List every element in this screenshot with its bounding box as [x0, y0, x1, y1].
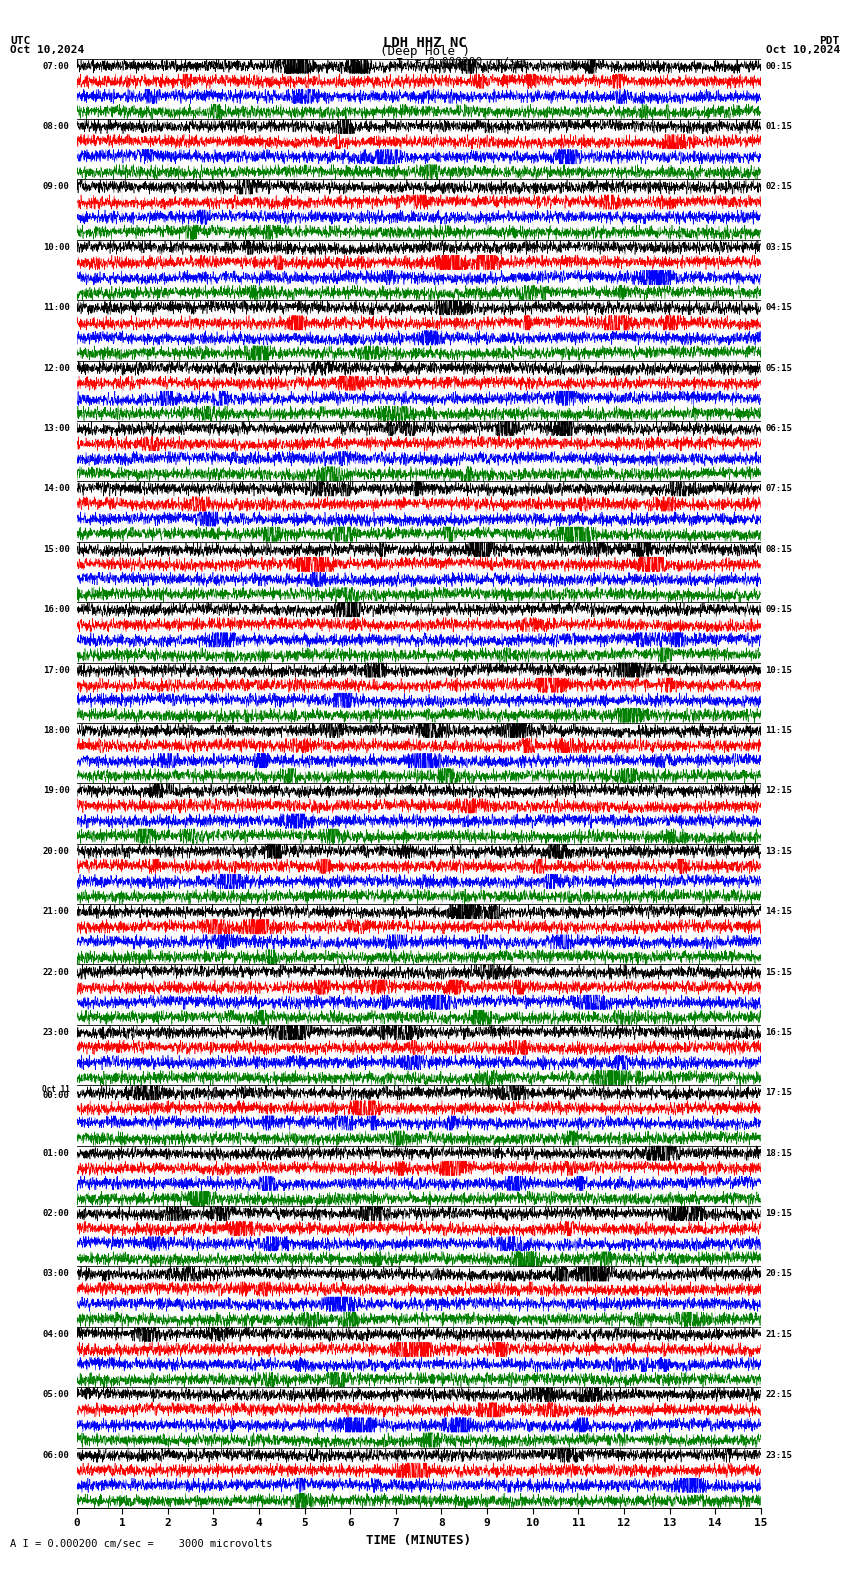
Text: 06:00: 06:00 [42, 1451, 70, 1459]
Text: 16:00: 16:00 [42, 605, 70, 615]
Text: 07:15: 07:15 [765, 485, 792, 493]
Text: 11:00: 11:00 [42, 303, 70, 312]
Text: 03:15: 03:15 [765, 242, 792, 252]
Text: Oct 10,2024: Oct 10,2024 [10, 44, 84, 55]
Text: 16:15: 16:15 [765, 1028, 792, 1038]
Text: 12:15: 12:15 [765, 786, 792, 795]
Text: 21:00: 21:00 [42, 908, 70, 916]
Text: 19:15: 19:15 [765, 1209, 792, 1218]
Text: Oct 11: Oct 11 [42, 1085, 70, 1095]
Text: 19:00: 19:00 [42, 786, 70, 795]
Text: 22:15: 22:15 [765, 1391, 792, 1399]
Text: 13:15: 13:15 [765, 847, 792, 855]
Text: 10:00: 10:00 [42, 242, 70, 252]
Text: 13:00: 13:00 [42, 425, 70, 432]
Text: 20:00: 20:00 [42, 847, 70, 855]
Text: 09:00: 09:00 [42, 182, 70, 192]
Text: 22:00: 22:00 [42, 968, 70, 976]
Text: 10:15: 10:15 [765, 665, 792, 675]
Text: 18:15: 18:15 [765, 1148, 792, 1158]
Text: 05:15: 05:15 [765, 364, 792, 372]
Text: Oct 10,2024: Oct 10,2024 [766, 44, 840, 55]
Text: 17:15: 17:15 [765, 1088, 792, 1098]
Text: 08:15: 08:15 [765, 545, 792, 554]
Text: 15:15: 15:15 [765, 968, 792, 976]
Text: 00:15: 00:15 [765, 62, 792, 71]
Text: = 0.000200 cm/sec: = 0.000200 cm/sec [408, 57, 530, 67]
Text: 02:00: 02:00 [42, 1209, 70, 1218]
Text: 11:15: 11:15 [765, 725, 792, 735]
Text: 18:00: 18:00 [42, 725, 70, 735]
Text: I: I [396, 57, 404, 70]
Text: A I = 0.000200 cm/sec =    3000 microvolts: A I = 0.000200 cm/sec = 3000 microvolts [10, 1540, 273, 1549]
Text: 14:15: 14:15 [765, 908, 792, 916]
Text: UTC: UTC [10, 35, 31, 46]
Text: 15:00: 15:00 [42, 545, 70, 554]
Text: PDT: PDT [819, 35, 840, 46]
Text: (Deep Hole ): (Deep Hole ) [380, 44, 470, 59]
Text: LDH HHZ NC: LDH HHZ NC [383, 35, 467, 49]
Text: 21:15: 21:15 [765, 1331, 792, 1338]
Text: 01:00: 01:00 [42, 1148, 70, 1158]
Text: 09:15: 09:15 [765, 605, 792, 615]
Text: 17:00: 17:00 [42, 665, 70, 675]
Text: 05:00: 05:00 [42, 1391, 70, 1399]
Text: 23:00: 23:00 [42, 1028, 70, 1038]
Text: 14:00: 14:00 [42, 485, 70, 493]
Text: 00:00: 00:00 [42, 1091, 70, 1101]
Text: 06:15: 06:15 [765, 425, 792, 432]
Text: 07:00: 07:00 [42, 62, 70, 71]
Text: 01:15: 01:15 [765, 122, 792, 131]
X-axis label: TIME (MINUTES): TIME (MINUTES) [366, 1533, 471, 1548]
Text: 02:15: 02:15 [765, 182, 792, 192]
Text: 03:00: 03:00 [42, 1269, 70, 1278]
Text: 12:00: 12:00 [42, 364, 70, 372]
Text: 23:15: 23:15 [765, 1451, 792, 1459]
Text: 20:15: 20:15 [765, 1269, 792, 1278]
Text: 04:00: 04:00 [42, 1331, 70, 1338]
Text: 08:00: 08:00 [42, 122, 70, 131]
Text: 04:15: 04:15 [765, 303, 792, 312]
